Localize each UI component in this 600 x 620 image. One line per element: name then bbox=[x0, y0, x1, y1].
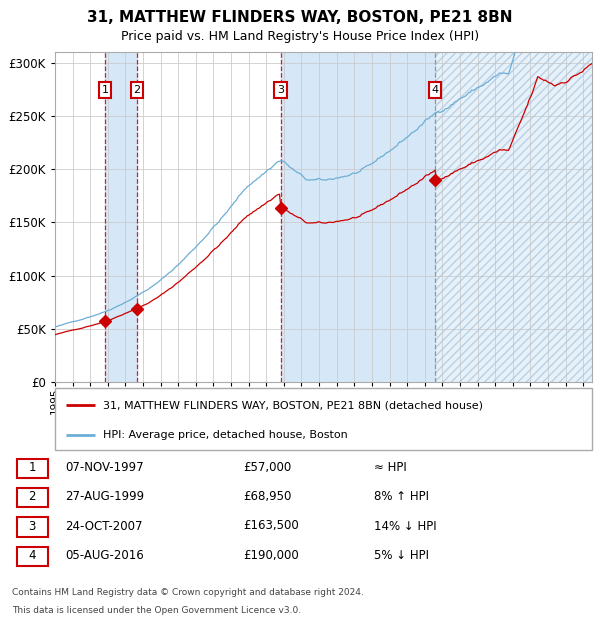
Text: 3: 3 bbox=[28, 520, 36, 533]
Bar bbox=[435, 52, 592, 382]
Text: 4: 4 bbox=[431, 85, 439, 95]
Text: This data is licensed under the Open Government Licence v3.0.: This data is licensed under the Open Gov… bbox=[12, 606, 301, 615]
Bar bbox=[281, 52, 435, 382]
Text: Price paid vs. HM Land Registry's House Price Index (HPI): Price paid vs. HM Land Registry's House … bbox=[121, 30, 479, 43]
FancyBboxPatch shape bbox=[17, 517, 47, 537]
Text: 14% ↓ HPI: 14% ↓ HPI bbox=[374, 520, 437, 533]
Text: 3: 3 bbox=[277, 85, 284, 95]
Text: Contains HM Land Registry data © Crown copyright and database right 2024.: Contains HM Land Registry data © Crown c… bbox=[12, 588, 364, 597]
Text: £68,950: £68,950 bbox=[244, 490, 292, 503]
Text: 1: 1 bbox=[28, 461, 36, 474]
Text: 8% ↑ HPI: 8% ↑ HPI bbox=[374, 490, 429, 503]
Text: 05-AUG-2016: 05-AUG-2016 bbox=[65, 549, 144, 562]
Text: 2: 2 bbox=[28, 490, 36, 503]
FancyBboxPatch shape bbox=[17, 459, 47, 478]
Text: 27-AUG-1999: 27-AUG-1999 bbox=[65, 490, 145, 503]
Text: 2: 2 bbox=[133, 85, 140, 95]
Text: 31, MATTHEW FLINDERS WAY, BOSTON, PE21 8BN (detached house): 31, MATTHEW FLINDERS WAY, BOSTON, PE21 8… bbox=[103, 401, 484, 410]
FancyBboxPatch shape bbox=[55, 388, 592, 450]
Bar bbox=[105, 52, 137, 382]
Text: £190,000: £190,000 bbox=[244, 549, 299, 562]
Text: 5% ↓ HPI: 5% ↓ HPI bbox=[374, 549, 429, 562]
FancyBboxPatch shape bbox=[17, 488, 47, 507]
Text: ≈ HPI: ≈ HPI bbox=[374, 461, 407, 474]
Text: £163,500: £163,500 bbox=[244, 520, 299, 533]
Text: 4: 4 bbox=[28, 549, 36, 562]
Text: 31, MATTHEW FLINDERS WAY, BOSTON, PE21 8BN: 31, MATTHEW FLINDERS WAY, BOSTON, PE21 8… bbox=[87, 10, 513, 25]
Text: 07-NOV-1997: 07-NOV-1997 bbox=[65, 461, 144, 474]
Bar bbox=[435, 52, 592, 382]
Text: HPI: Average price, detached house, Boston: HPI: Average price, detached house, Bost… bbox=[103, 430, 348, 440]
Text: 1: 1 bbox=[101, 85, 109, 95]
Text: £57,000: £57,000 bbox=[244, 461, 292, 474]
FancyBboxPatch shape bbox=[17, 547, 47, 566]
Text: 24-OCT-2007: 24-OCT-2007 bbox=[65, 520, 143, 533]
